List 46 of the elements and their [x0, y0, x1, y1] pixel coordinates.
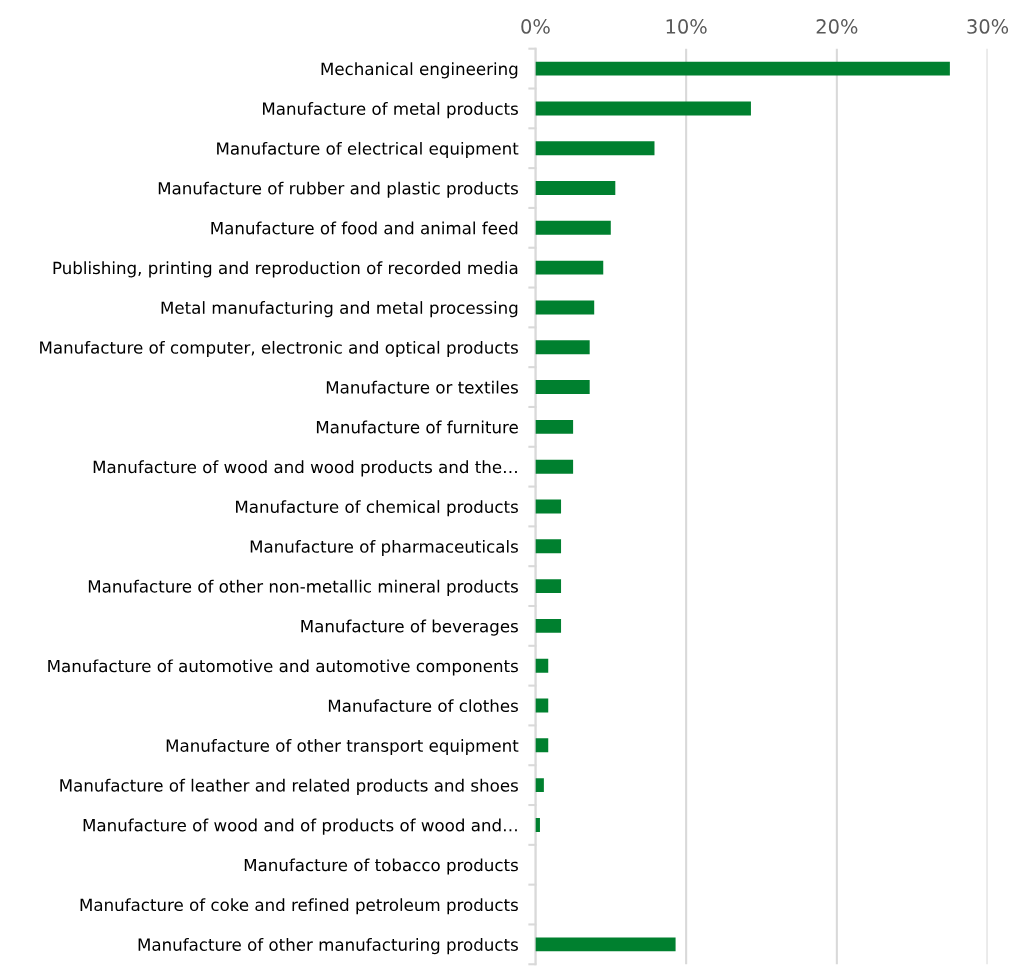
bar — [535, 778, 544, 793]
y-tick-label: Manufacture of chemical products — [236, 500, 518, 517]
bar — [535, 300, 595, 315]
bar — [535, 260, 604, 275]
bar — [535, 658, 549, 673]
bar — [535, 61, 950, 76]
y-tick-label: Manufacture of furniture — [316, 420, 518, 434]
y-tick-label: Manufacture of clothes — [328, 699, 518, 713]
y-tick-label: Manufacture of electrical equipment — [217, 141, 519, 159]
y-tick-label: Manufacture of pharmaceuticals — [250, 539, 518, 557]
y-tick-label: Manufacture of other non-metallic mineral products — [88, 579, 518, 596]
y-tick-label: Manufacture of food and animal feed — [211, 221, 518, 235]
y-tick-label: Manufacture of other manufacturing products — [138, 938, 518, 955]
bar — [535, 459, 574, 474]
bar — [535, 380, 590, 395]
y-tick-label: Manufacture of automotive and automotive components — [48, 659, 518, 676]
bar — [535, 618, 562, 633]
bar — [535, 220, 611, 235]
bar — [535, 181, 616, 195]
y-tick-label: Publishing, printing and reproduction of recorded media — [53, 261, 518, 278]
y-tick-label: Manufacture of other transport equipment — [166, 738, 519, 756]
y-tick-label: Metal manufacturing and metal processing — [161, 301, 518, 318]
y-tick-label: Manufacture of wood and wood products and the… — [93, 460, 517, 477]
y-tick-label: Manufacture of tobacco products — [244, 858, 518, 875]
bar — [535, 101, 751, 116]
x-tick-label: 0% — [521, 19, 550, 34]
bar — [535, 419, 574, 434]
y-tick-label: Manufacture of coke and refined petroleum products — [80, 898, 518, 915]
y-tick-label: Manufacture or textiles — [326, 380, 518, 394]
y-tick-label: Manufacture of leather and related products and shoes — [60, 778, 518, 795]
bar — [535, 141, 655, 156]
bar — [535, 499, 562, 514]
bar — [535, 539, 562, 554]
bar — [535, 579, 562, 594]
y-tick-label: Mechanical engineering — [321, 62, 518, 79]
bar — [535, 340, 590, 355]
y-tick-label: Manufacture of beverages — [301, 619, 518, 636]
bar — [535, 937, 676, 952]
bar — [535, 738, 549, 753]
x-tick-label: 20% — [816, 19, 858, 34]
y-tick-label: Manufacture of computer, electronic and optical products — [40, 340, 518, 358]
y-tick-label: Manufacture of rubber and plastic products — [158, 181, 518, 198]
y-tick-label: Manufacture of metal products — [263, 102, 518, 119]
y-tick-label: Manufacture of wood and of products of wood and… — [83, 818, 517, 835]
x-tick-label: 10% — [666, 19, 707, 34]
x-tick-label: 30% — [967, 19, 1009, 34]
